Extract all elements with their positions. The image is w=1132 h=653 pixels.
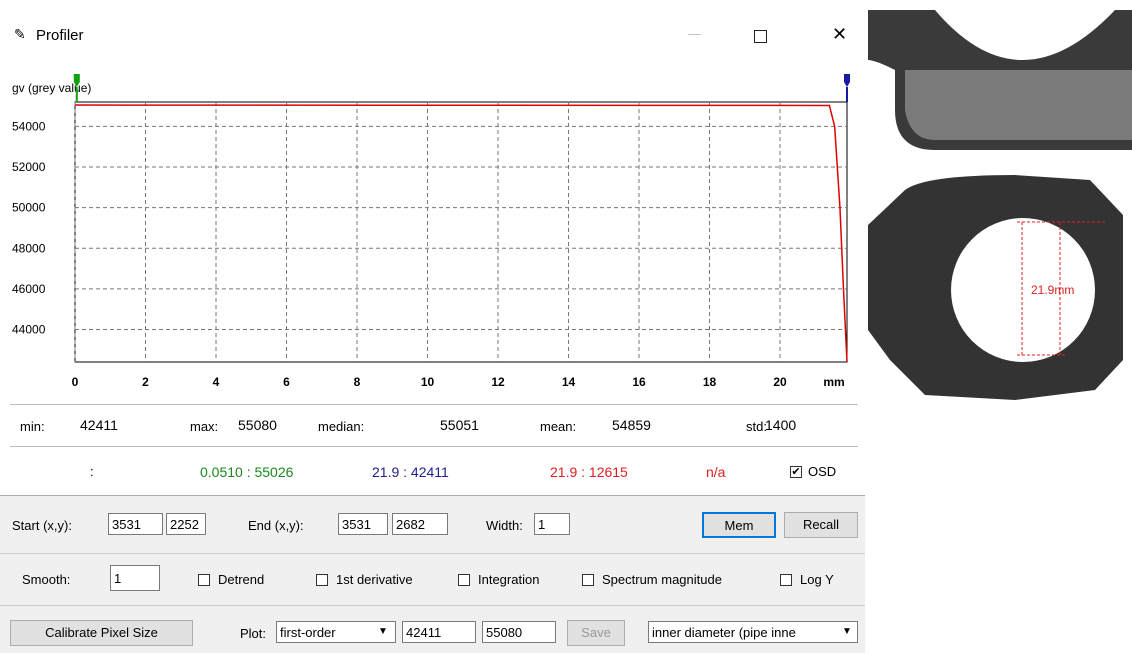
plot-min[interactable]: 42411 <box>402 621 476 643</box>
osd-checkbox[interactable]: ✔ <box>790 466 802 478</box>
measurement-label: 21.9mm <box>1031 283 1074 297</box>
mem-button[interactable]: Mem <box>702 512 776 538</box>
close[interactable]: ✕ <box>832 24 847 45</box>
start-label: Start (x,y): <box>12 518 72 533</box>
x-tick-label: 10 <box>421 375 435 389</box>
stat-label: max: <box>190 419 218 434</box>
start-x[interactable]: 3531 <box>108 513 163 535</box>
stat-label: std: <box>746 419 767 434</box>
x-tick-label: 18 <box>703 375 717 389</box>
x-tick-label: 0 <box>72 375 79 389</box>
xray-part <box>905 70 1132 140</box>
option-label: Log Y <box>800 572 834 587</box>
x-tick-label: 8 <box>354 375 361 389</box>
separator <box>0 605 865 606</box>
separator <box>10 404 858 405</box>
option-checkbox[interactable] <box>458 574 470 586</box>
readout-value: 0.0510 : 55026 <box>200 464 293 480</box>
recall-button[interactable]: Recall <box>784 512 858 538</box>
separator <box>0 495 865 496</box>
x-tick-label: 6 <box>283 375 290 389</box>
smooth-input[interactable]: 1 <box>110 565 160 591</box>
end-label: End (x,y): <box>248 518 304 533</box>
y-axis-label: gv (grey value) <box>12 81 91 95</box>
cursor <box>844 74 850 87</box>
page: ✎ Profiler — ✕ gv (grey value) mm 44000 4… <box>0 0 1132 653</box>
x-tick-label: 2 <box>142 375 149 389</box>
x-tick-label: 14 <box>562 375 576 389</box>
plot-label: Plot: <box>240 626 266 641</box>
xray-image: 21.9mm <box>865 0 1132 653</box>
readout-value: n/a <box>706 464 725 480</box>
option-checkbox[interactable] <box>780 574 792 586</box>
y-tick-label: 44000 <box>12 323 46 337</box>
readout-value: 21.9 : 12615 <box>550 464 628 480</box>
dropdown-arrow: ▼ <box>378 626 388 637</box>
minimize[interactable]: — <box>688 26 701 41</box>
stat-label: mean: <box>540 419 576 434</box>
option-label: Detrend <box>218 572 264 587</box>
osd-label: OSD <box>808 464 836 479</box>
y-tick-label: 50000 <box>12 201 46 215</box>
start-y[interactable]: 2252 <box>166 513 206 535</box>
y-tick-label: 54000 <box>12 119 46 133</box>
x-unit: mm <box>823 375 844 389</box>
end-y[interactable]: 2682 <box>392 513 448 535</box>
option-label: Integration <box>478 572 539 587</box>
width-label: Width: <box>486 518 523 533</box>
chart: gv (grey value) mm 44000 46000 48000 50000 5… <box>0 70 865 410</box>
y-tick-label: 52000 <box>12 160 46 174</box>
stat-label: median: <box>318 419 364 434</box>
stat-value: 55080 <box>238 417 277 433</box>
smooth-label: Smooth: <box>22 572 70 587</box>
y-tick-label: 48000 <box>12 241 46 255</box>
stat-value: 55051 <box>440 417 479 433</box>
app-icon: ✎ <box>14 26 26 43</box>
calibrate-button[interactable]: Calibrate Pixel Size <box>10 620 193 646</box>
x-tick-label: 16 <box>632 375 646 389</box>
stat-value: 54859 <box>612 417 651 433</box>
stat-value: 42411 <box>80 417 118 433</box>
title-bar <box>0 0 865 70</box>
option-checkbox[interactable] <box>582 574 594 586</box>
separator <box>10 446 858 447</box>
plot-area <box>75 102 847 362</box>
stat-label: min: <box>20 419 45 434</box>
option-checkbox[interactable] <box>198 574 210 586</box>
end-x[interactable]: 3531 <box>338 513 388 535</box>
option-label: Spectrum magnitude <box>602 572 722 587</box>
width-input[interactable]: 1 <box>534 513 570 535</box>
plot-max[interactable]: 55080 <box>482 621 556 643</box>
save-button: Save <box>567 620 625 646</box>
maximize[interactable] <box>754 30 767 43</box>
separator <box>0 553 865 554</box>
x-tick-label: 20 <box>773 375 787 389</box>
option-checkbox[interactable] <box>316 574 328 586</box>
option-label: 1st derivative <box>336 572 413 587</box>
dropdown-arrow: ▼ <box>842 626 852 637</box>
y-tick-label: 46000 <box>12 282 46 296</box>
x-tick-label: 12 <box>491 375 505 389</box>
readout-value: 21.9 : 42411 <box>372 464 449 480</box>
stat-value: 1400 <box>765 417 796 433</box>
readout-prefix: : <box>90 464 94 479</box>
preset-select[interactable]: inner diameter (pipe inne <box>648 621 858 643</box>
x-tick-label: 4 <box>213 375 220 389</box>
window-title: Profiler <box>36 27 84 44</box>
